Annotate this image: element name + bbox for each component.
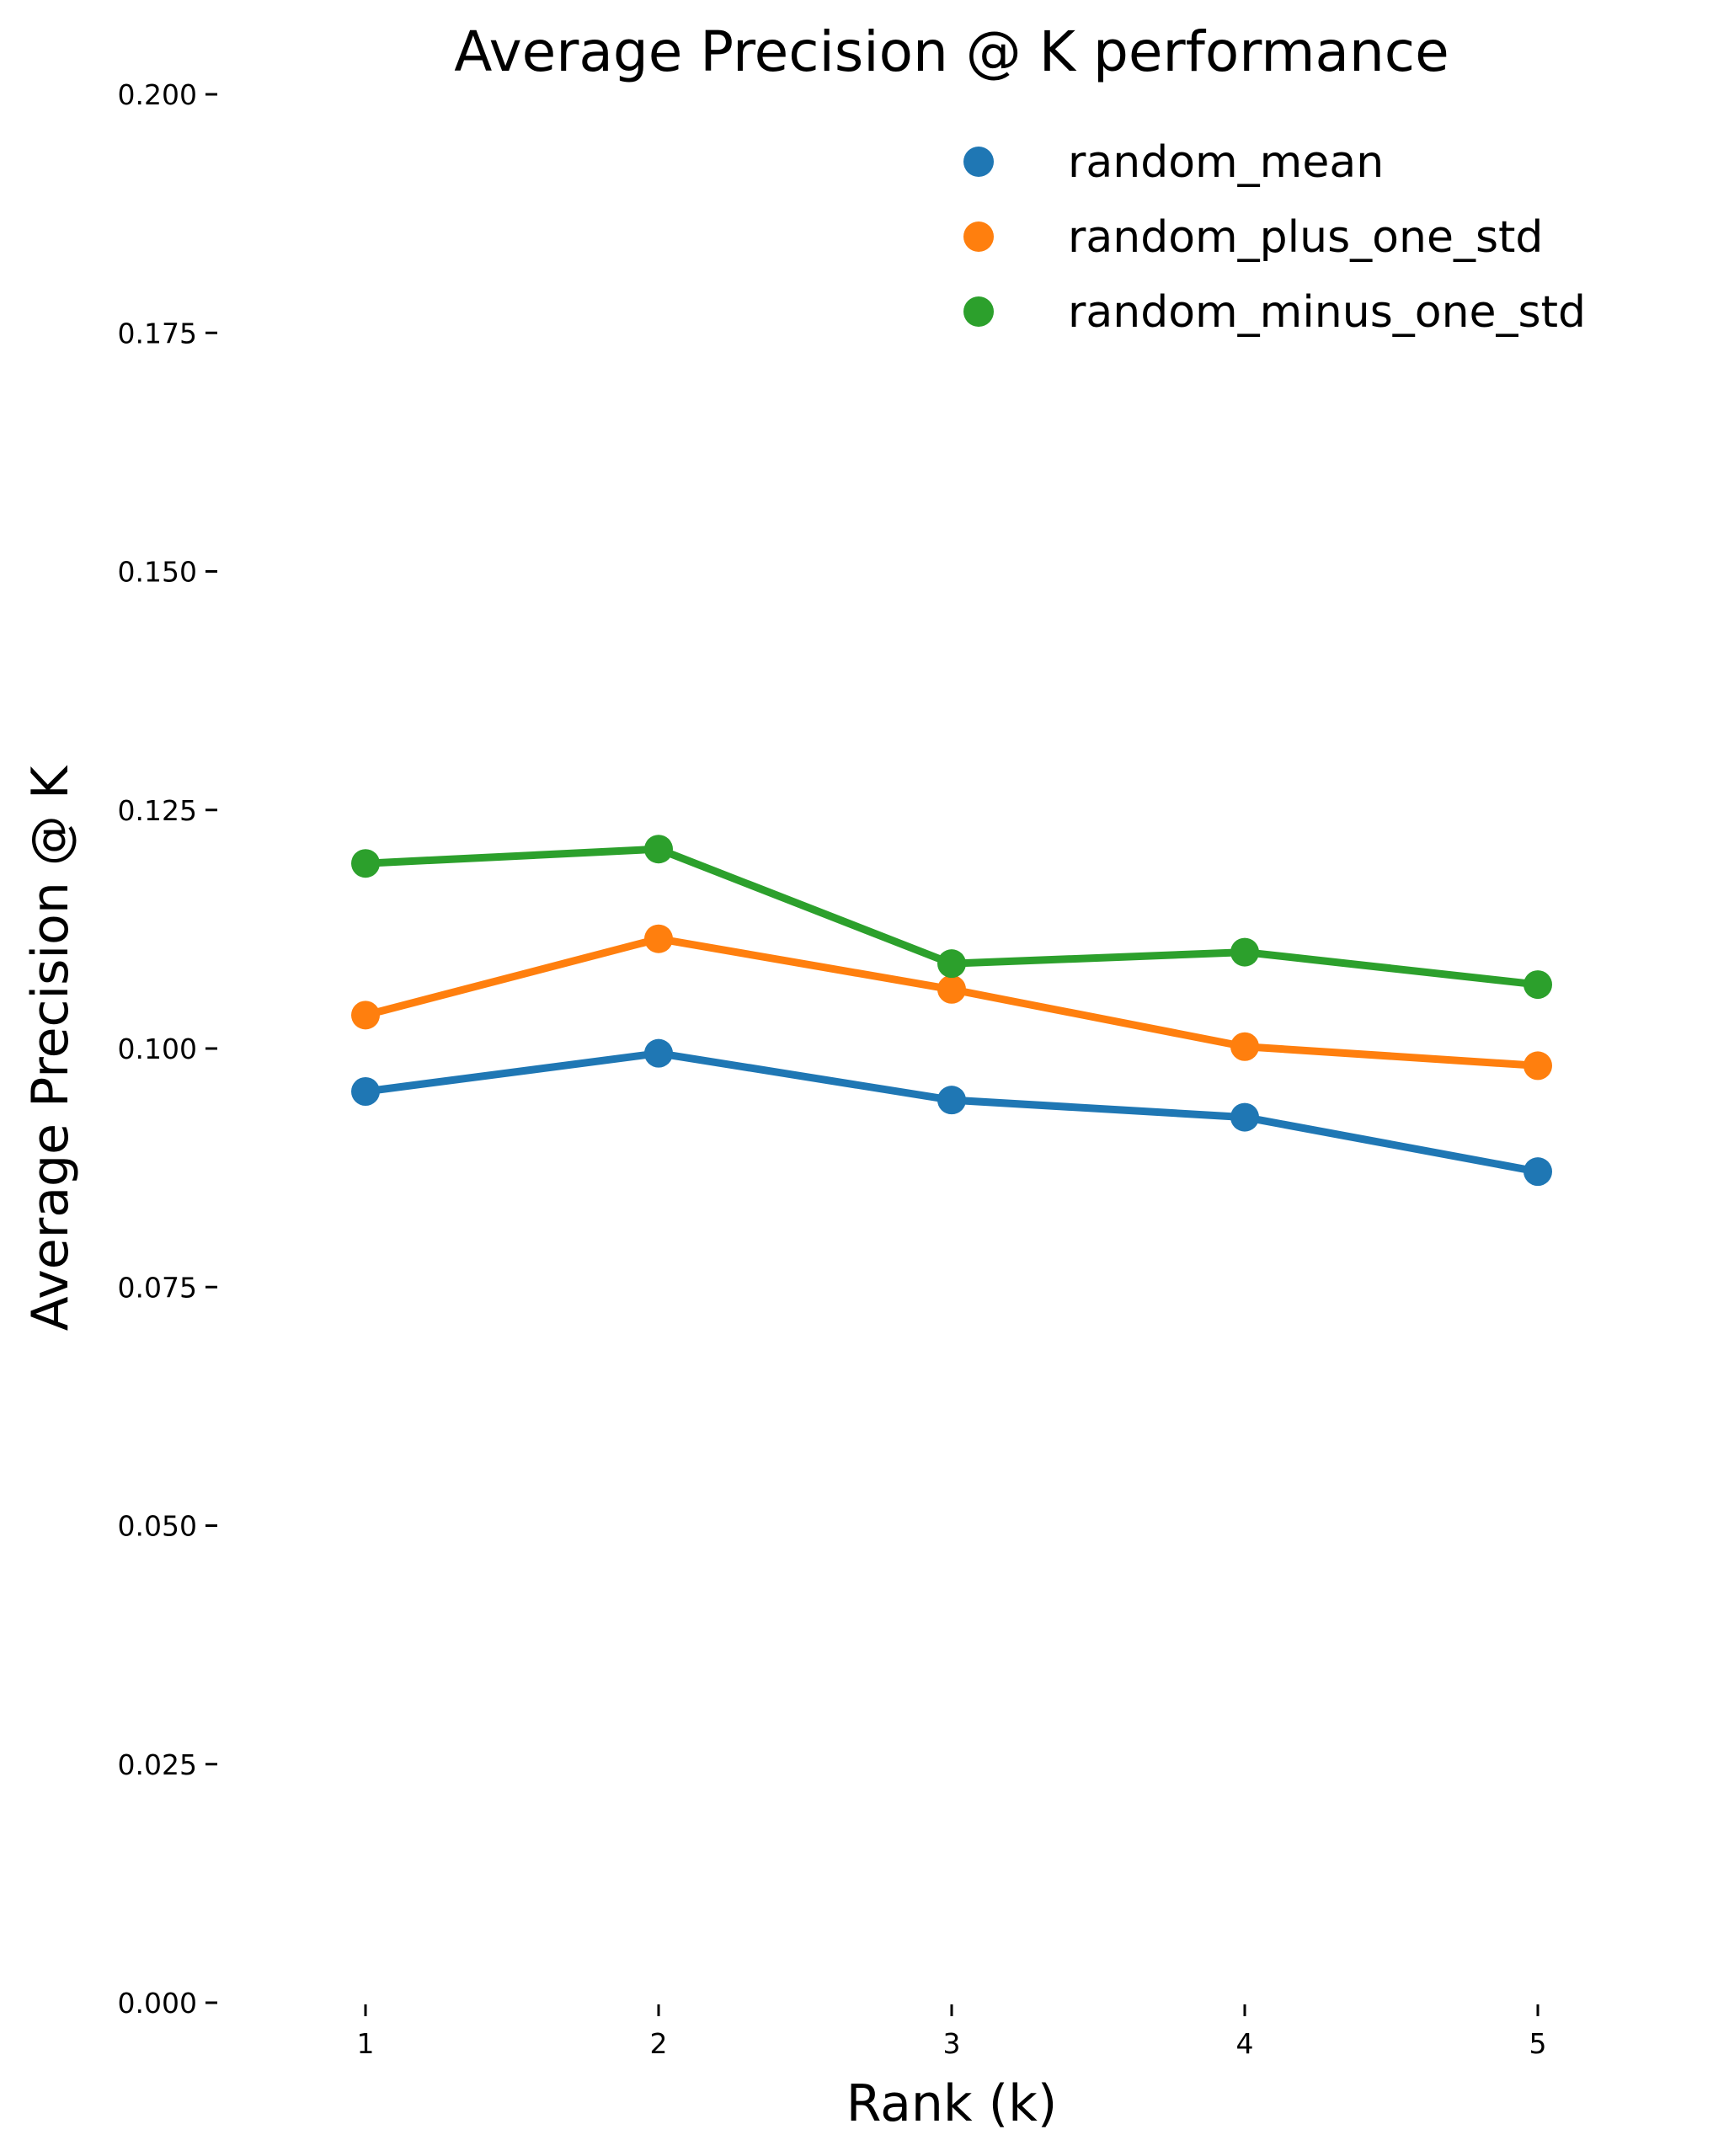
data-point-random-mean <box>1524 1157 1552 1187</box>
legend-marker <box>963 147 994 177</box>
x-tick-label: 1 <box>357 2027 375 2060</box>
y-tick-label: 0.150 <box>118 556 197 589</box>
y-tick-label: 0.125 <box>118 794 197 827</box>
legend-label: random_mean <box>1068 137 1384 188</box>
series-layer <box>351 835 1552 1187</box>
legend-label: random_minus_one_std <box>1068 287 1586 338</box>
x-axis-label: Rank (k) <box>846 2074 1058 2133</box>
data-point-random-minus-one-std <box>644 835 673 864</box>
y-tick-label: 0.100 <box>118 1033 197 1065</box>
data-point-random-plus-one-std <box>1230 1032 1259 1061</box>
data-point-random-mean <box>351 1076 380 1106</box>
data-point-random-minus-one-std <box>1524 970 1552 1000</box>
y-tick-label: 0.200 <box>118 78 197 111</box>
x-axis-ticks: 1 2 3 4 5 <box>357 2004 1547 2060</box>
data-point-random-plus-one-std <box>937 974 966 1004</box>
data-point-random-plus-one-std <box>351 1001 380 1030</box>
x-tick-label: 5 <box>1529 2027 1547 2060</box>
legend-label: random_plus_one_std <box>1068 212 1543 263</box>
legend-marker <box>963 296 994 327</box>
data-point-random-plus-one-std <box>1524 1051 1552 1081</box>
x-tick-label: 4 <box>1236 2027 1254 2060</box>
data-point-random-minus-one-std <box>1230 937 1259 967</box>
y-axis-label: Average Precision @ K <box>21 765 80 1331</box>
y-tick-label: 0.050 <box>118 1510 197 1543</box>
x-tick-label: 2 <box>650 2027 668 2060</box>
data-point-random-plus-one-std <box>644 924 673 953</box>
data-point-random-mean <box>937 1086 966 1115</box>
x-tick-label: 3 <box>943 2027 961 2060</box>
y-tick-label: 0.075 <box>118 1271 197 1304</box>
data-point-random-minus-one-std <box>351 849 380 878</box>
data-point-random-minus-one-std <box>937 949 966 979</box>
chart-title: Average Precision @ K performance <box>454 19 1449 84</box>
data-point-random-mean <box>644 1038 673 1068</box>
data-point-random-mean <box>1230 1102 1259 1132</box>
y-tick-label: 0.025 <box>118 1748 197 1781</box>
legend: random_mean random_plus_one_std random_min… <box>963 137 1586 338</box>
y-axis-ticks: 0.000 0.025 0.050 0.075 0.100 0.125 0.150 0.175… <box>118 78 217 2020</box>
y-tick-label: 0.175 <box>118 317 197 350</box>
legend-marker <box>963 221 994 252</box>
y-tick-label: 0.000 <box>118 1987 197 2020</box>
